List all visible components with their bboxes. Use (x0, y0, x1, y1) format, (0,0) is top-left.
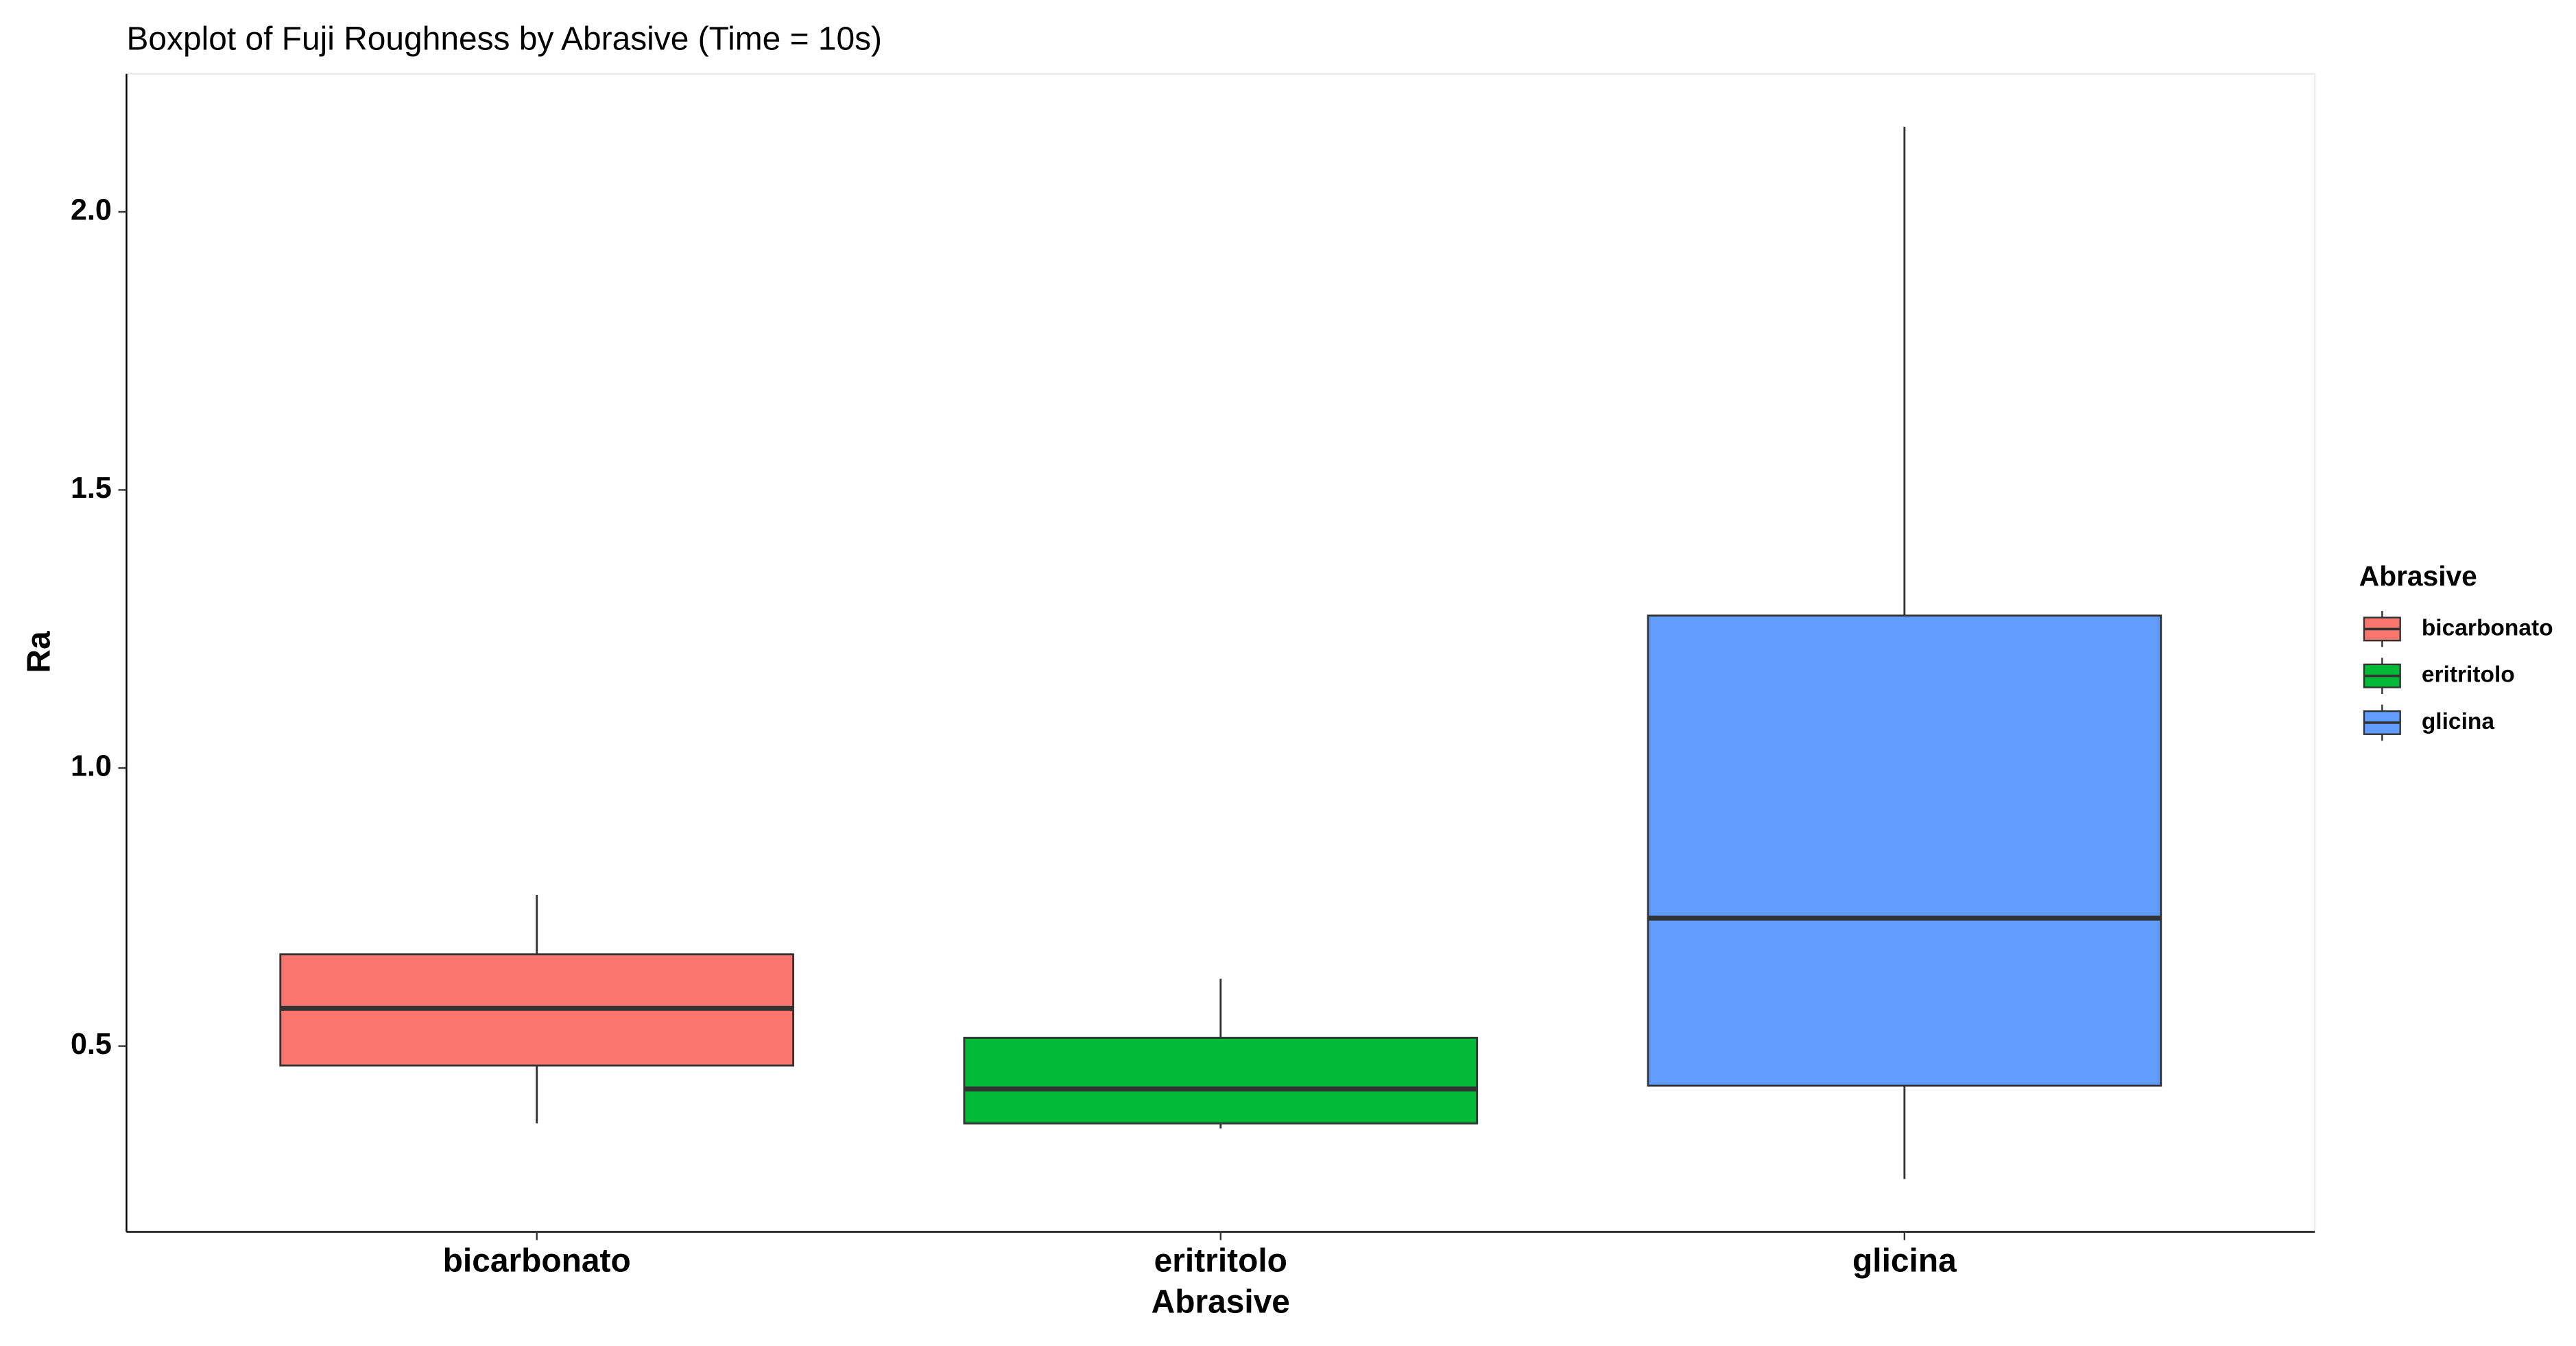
x-tick-label: eritritolo (1154, 1243, 1287, 1279)
legend-label: bicarbonato (2422, 615, 2553, 640)
y-tick-label: 1.5 (71, 472, 112, 505)
legend-title: Abrasive (2359, 560, 2477, 592)
y-tick-label: 1.0 (71, 749, 112, 782)
legend-label: glicina (2422, 709, 2495, 734)
box (1647, 614, 2162, 1087)
box (963, 1037, 1479, 1125)
y-axis-title: Ra (21, 631, 58, 673)
x-tick-label: glicina (1852, 1243, 1957, 1279)
y-tick-label: 0.5 (71, 1028, 112, 1061)
x-tick-label: bicarbonato (443, 1243, 631, 1279)
chart-title: Boxplot of Fuji Roughness by Abrasive (T… (126, 21, 882, 58)
x-axis-title: Abrasive (1152, 1284, 1290, 1321)
legend-label: eritritolo (2422, 662, 2515, 688)
y-tick-label: 2.0 (71, 193, 112, 226)
